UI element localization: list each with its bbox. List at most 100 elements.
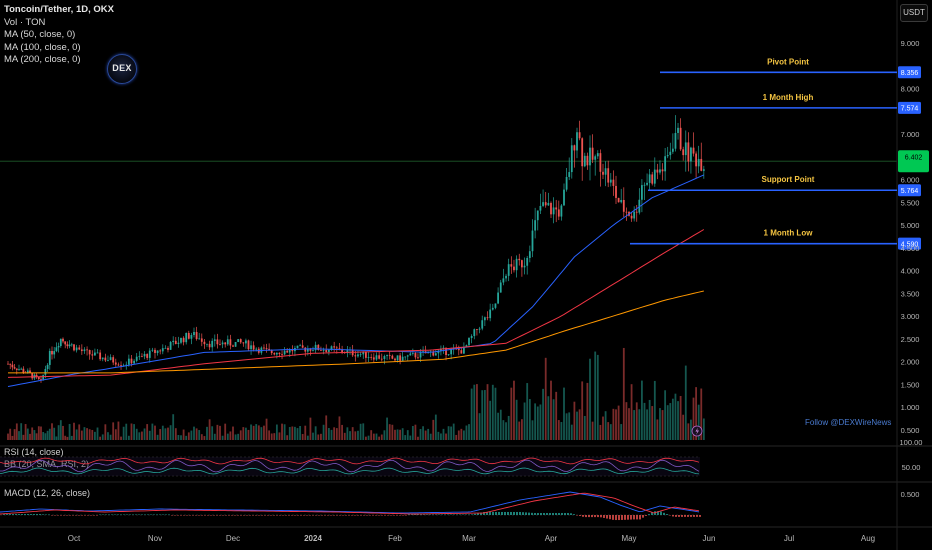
candle-body xyxy=(112,357,115,363)
volume-bar xyxy=(486,384,489,440)
candle-body xyxy=(462,346,465,354)
symbol-title[interactable]: Toncoin/Tether, 1D, OKX xyxy=(4,4,114,15)
macd-histogram-bar xyxy=(339,515,341,516)
candle-body xyxy=(539,205,542,211)
candle-body xyxy=(578,132,581,139)
volume-bars xyxy=(7,347,705,440)
volume-bar xyxy=(35,433,38,440)
candle-body xyxy=(156,350,159,353)
candle-body xyxy=(547,202,550,206)
candle-body xyxy=(478,328,481,330)
volume-bar xyxy=(401,428,404,440)
volume-bar xyxy=(505,422,507,440)
candle-body xyxy=(531,230,534,252)
candle-body xyxy=(615,185,617,198)
macd-histogram-bar xyxy=(150,514,152,515)
macd-histogram-bar xyxy=(57,515,59,516)
volume-bar xyxy=(599,424,602,440)
macd-histogram-bar xyxy=(606,515,608,519)
candle-body xyxy=(127,358,130,365)
volume-bar xyxy=(206,426,208,440)
macd-histogram-bar xyxy=(141,514,143,515)
macd-label[interactable]: MACD (12, 26, close) xyxy=(4,488,90,498)
candle-body xyxy=(505,275,507,279)
candle-body xyxy=(109,357,112,360)
currency-button[interactable]: USDT xyxy=(900,4,928,22)
macd-histogram-bar xyxy=(513,511,515,515)
volume-bar xyxy=(539,404,542,440)
candle-body xyxy=(314,344,317,351)
macd-histogram-bar xyxy=(90,515,92,516)
volume-bar xyxy=(182,429,185,440)
candle-body xyxy=(325,350,328,352)
candle-body xyxy=(86,349,88,351)
candle-body xyxy=(622,199,625,212)
macd-histogram-bar xyxy=(78,515,80,516)
candle-body xyxy=(528,251,531,258)
legend-volume[interactable]: Vol · TON xyxy=(4,16,46,28)
bb-label[interactable]: BB (20, SMA, RSI, 2) xyxy=(4,459,89,469)
candle-body xyxy=(470,336,473,339)
candle-body xyxy=(473,329,476,337)
macd-histogram-bar xyxy=(630,515,632,520)
macd-histogram-bar xyxy=(651,512,653,515)
macd-histogram-bar xyxy=(531,512,533,515)
legend-ma200[interactable]: MA (200, close, 0) xyxy=(4,54,81,66)
macd-histogram-bar xyxy=(495,511,497,515)
macd-histogram-bar xyxy=(636,515,638,520)
volume-bar xyxy=(335,428,338,440)
candle-body xyxy=(465,345,468,347)
candle-body xyxy=(161,348,164,352)
volume-bar xyxy=(55,436,58,440)
macd-histogram-bar xyxy=(174,515,176,516)
macd-histogram-bar xyxy=(627,515,629,520)
candle-body xyxy=(70,344,73,346)
macd-histogram-bar xyxy=(375,515,377,516)
legend-ma100[interactable]: MA (100, close, 0) xyxy=(4,41,81,53)
rsi-label[interactable]: RSI (14, close) xyxy=(4,447,64,457)
candle-body xyxy=(437,350,440,354)
candle-body xyxy=(55,347,58,352)
volume-bar xyxy=(507,415,510,440)
price-tick-label: 1.000 xyxy=(901,403,920,412)
candle-body xyxy=(457,348,460,351)
candle-body xyxy=(268,348,271,351)
candle-body xyxy=(327,350,330,352)
macd-histogram-bar xyxy=(399,515,401,516)
legend-ma50[interactable]: MA (50, close, 0) xyxy=(4,29,76,41)
candle-body xyxy=(656,169,659,173)
volume-bar xyxy=(257,425,260,440)
candle-body xyxy=(138,356,141,358)
candle-body xyxy=(169,342,172,350)
candle-body xyxy=(630,215,633,219)
candle-body xyxy=(612,179,615,186)
candle-body xyxy=(195,331,198,340)
macd-histogram-bar xyxy=(300,515,302,516)
candle-body xyxy=(101,357,104,360)
candle-body xyxy=(380,358,383,360)
volume-bar xyxy=(9,428,12,440)
candle-body xyxy=(278,352,281,354)
candle-body xyxy=(309,348,312,351)
ma-line-ma50 xyxy=(7,174,705,387)
candle-body xyxy=(15,368,18,370)
macd-histogram-bar xyxy=(534,512,536,515)
candle-body xyxy=(617,197,620,203)
price-levels: Pivot Point 8.356 1 Month High 7.574 Support… xyxy=(630,57,921,250)
candle-body xyxy=(9,363,12,365)
candle-body xyxy=(213,339,216,341)
macd-histogram-bar xyxy=(348,515,350,516)
volume-bar xyxy=(583,415,586,440)
candle-body xyxy=(620,199,623,203)
volume-bar xyxy=(409,435,412,440)
macd-histogram-bar xyxy=(648,514,650,515)
macd-histogram-bar xyxy=(237,515,239,516)
volume-bar xyxy=(531,420,534,440)
level-label-1-month-high: 1 Month High xyxy=(763,93,814,102)
candle-body xyxy=(335,347,338,349)
macd-histogram-bar xyxy=(270,515,272,516)
candle-body xyxy=(263,347,265,349)
macd-histogram-bar xyxy=(498,511,500,515)
candle-body xyxy=(255,348,258,350)
